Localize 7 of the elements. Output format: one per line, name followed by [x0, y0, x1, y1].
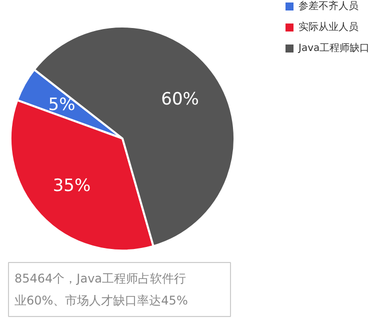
legend-label: Java工程师缺口 [298, 42, 370, 54]
data-label: 60% [161, 90, 199, 110]
data-label: 35% [52, 176, 91, 196]
legend-label: 参差不齐人员 [298, 0, 358, 12]
data-label: 5% [48, 94, 76, 115]
text: 85464个，Java工程师占软件行业60%、市场人才缺口率达45% [14, 272, 188, 308]
legend-label: 实际从业人员 [298, 21, 358, 33]
